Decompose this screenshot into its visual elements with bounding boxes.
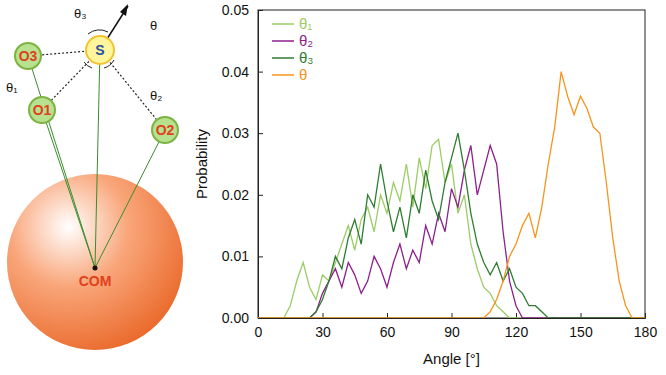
y-axis-line <box>259 11 264 319</box>
series-line <box>258 146 645 318</box>
legend-label: θ₁ <box>299 15 312 32</box>
legend-label: θ <box>299 66 307 83</box>
y-tick: 0.03 <box>222 125 263 141</box>
y-tick-mark <box>258 195 263 196</box>
x-tick-label: 30 <box>315 324 331 340</box>
oxygen-atom <box>29 97 55 123</box>
x-tick: 30 <box>315 313 331 340</box>
x-tick: 180 <box>634 313 658 340</box>
com-label: COM <box>79 273 112 289</box>
y-tick-mark <box>258 318 263 319</box>
angle-arc <box>84 62 92 68</box>
oxygen-atom <box>152 117 178 143</box>
s-o-link <box>100 50 165 130</box>
arrow-head <box>120 4 128 16</box>
plot-frame <box>258 10 645 318</box>
series-line <box>258 133 645 318</box>
x-tick-mark <box>645 313 646 318</box>
y-tick: 0.02 <box>222 187 263 203</box>
com-link <box>42 110 95 268</box>
x-tick-label: 90 <box>444 324 460 340</box>
y-axis: 0.00 0.01 0.02 0.03 0.04 0.05 <box>222 2 263 326</box>
y-tick-label: 0.02 <box>222 187 249 203</box>
y-tick-mark <box>258 72 263 73</box>
oxygen-atom <box>15 43 41 69</box>
x-tick-label: 150 <box>569 324 593 340</box>
x-tick-mark <box>452 313 453 318</box>
diagram: O3 S O1 O2 COM θ₁ θ₂ θ₃ θ <box>6 4 183 350</box>
legend-label: θ₂ <box>299 32 313 49</box>
y-tick-mark <box>258 10 263 11</box>
x-tick-mark <box>323 313 324 318</box>
x-axis: 0 30 60 90 120 150 180 <box>255 313 658 340</box>
series-line <box>258 72 645 318</box>
legend: θ₁θ₂θ₃θ <box>272 15 313 83</box>
plot-lines <box>258 72 645 318</box>
angle-arc <box>88 30 108 34</box>
y-tick: 0.00 <box>222 310 263 326</box>
legend-label: θ₃ <box>299 49 313 66</box>
x-tick-mark <box>581 313 582 318</box>
x-tick: 90 <box>444 313 460 340</box>
x-tick-label: 60 <box>380 324 396 340</box>
com-link <box>28 56 95 268</box>
atom-label: O2 <box>156 122 175 138</box>
angle-label: θ <box>150 18 157 33</box>
y-tick-label: 0.00 <box>222 310 249 326</box>
angle-label: θ₃ <box>74 6 87 21</box>
y-tick-label: 0.05 <box>222 2 249 18</box>
angle-label: θ₂ <box>150 88 162 103</box>
x-tick-label: 120 <box>505 324 529 340</box>
legend-swatch <box>272 57 294 59</box>
x-tick: 150 <box>569 313 593 340</box>
y-tick-mark <box>258 256 263 257</box>
com-point <box>93 266 98 271</box>
y-axis-title: Probability <box>193 128 210 199</box>
y-tick-label: 0.03 <box>222 125 249 141</box>
x-tick: 60 <box>380 313 396 340</box>
y-tick-mark <box>258 133 263 134</box>
y-tick: 0.01 <box>222 248 263 264</box>
angle-label: θ₁ <box>6 80 18 95</box>
series-line <box>258 139 645 318</box>
atom-label: O3 <box>19 48 38 64</box>
figure: O3SO1O2COMθ₁θ₂θ₃θ03060901201501800.000.0… <box>0 0 666 375</box>
com-link <box>95 130 165 268</box>
y-tick-label: 0.01 <box>222 248 249 264</box>
legend-swatch <box>272 40 294 42</box>
y-tick: 0.04 <box>222 64 263 80</box>
x-tick-label: 0 <box>255 324 263 340</box>
sulfur-atom <box>86 36 114 64</box>
x-tick-mark <box>516 313 517 318</box>
x-tick-mark <box>387 313 388 318</box>
x-axis-title: Angle [°] <box>423 350 480 367</box>
legend-swatch <box>272 74 294 76</box>
legend-swatch <box>272 23 294 25</box>
atom-label: S <box>95 42 104 58</box>
y-tick: 0.05 <box>222 2 263 18</box>
atom-label: O1 <box>33 102 52 118</box>
y-tick-label: 0.04 <box>222 64 249 80</box>
x-tick-label: 180 <box>634 324 658 340</box>
com-link <box>95 50 100 268</box>
